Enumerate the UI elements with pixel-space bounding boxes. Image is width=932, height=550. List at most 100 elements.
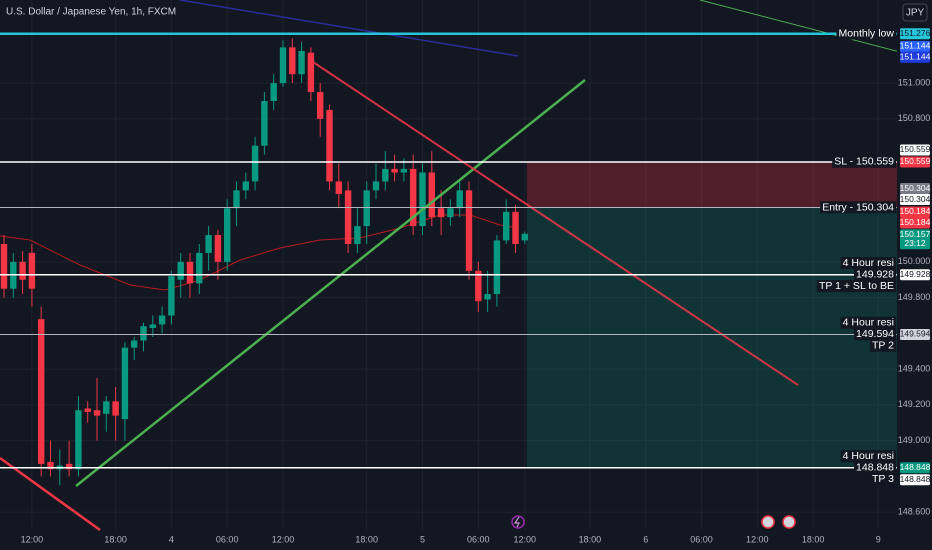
candle-body xyxy=(503,211,510,241)
candle-body xyxy=(38,319,45,464)
level-label-bg xyxy=(820,201,897,214)
x-tick-label: 06:00 xyxy=(690,534,713,544)
candle-body xyxy=(93,410,101,416)
candle-body xyxy=(512,211,519,244)
candle-body xyxy=(158,315,166,325)
price-badge xyxy=(900,194,930,206)
candle-body xyxy=(0,243,8,289)
candle-body xyxy=(419,172,426,227)
position-zones xyxy=(527,161,897,468)
level-label: TP 1 + SL to BE xyxy=(819,280,894,292)
price-badge xyxy=(900,28,930,40)
price-badge-label: 149.594 xyxy=(900,329,931,339)
x-tick-label: 18:00 xyxy=(355,534,378,544)
candle-body xyxy=(205,235,212,253)
event-icon[interactable] xyxy=(511,515,525,529)
x-tick-label: 12:00 xyxy=(21,534,44,544)
candle-body xyxy=(447,208,454,218)
candle-body xyxy=(47,462,54,470)
level-label: 4 Hour resi xyxy=(843,317,894,329)
candle-body xyxy=(168,276,175,316)
candle-body xyxy=(186,261,194,284)
candle-body xyxy=(65,463,73,470)
y-tick-label: 150.800 xyxy=(898,113,931,123)
support-trend-line xyxy=(75,79,586,487)
candle-body xyxy=(521,233,528,241)
chart-title: U.S. Dollar / Japanese Yen, 1h, FXCM xyxy=(6,7,176,18)
resistance-trend-line xyxy=(309,59,799,386)
candle-body xyxy=(400,168,408,173)
level-label-bg xyxy=(870,339,897,352)
y-tick-label: 151.000 xyxy=(898,77,931,87)
price-badge xyxy=(900,474,930,486)
level-label: SL - 150.559 xyxy=(834,156,894,168)
level-label: 148.848 xyxy=(856,462,894,474)
price-badge-label: 148.848 xyxy=(900,474,931,484)
candle-body xyxy=(456,190,463,209)
level-label: TP 2 xyxy=(872,340,894,352)
level-label: TP 3 xyxy=(872,473,894,485)
candle-body xyxy=(317,92,324,119)
event-flag[interactable] xyxy=(761,515,775,529)
trend-line xyxy=(0,456,101,532)
candle-body xyxy=(261,100,268,146)
event-flag[interactable] xyxy=(782,515,796,529)
currency-label[interactable]: JPY xyxy=(906,8,925,19)
candle-body xyxy=(112,401,119,416)
price-badge xyxy=(900,229,930,250)
candles xyxy=(0,38,528,486)
x-tick-label: 12:00 xyxy=(746,534,769,544)
price-badge-label: 151.144 xyxy=(900,41,931,51)
price-badge-label: 150.184 xyxy=(900,206,931,216)
candle-body xyxy=(437,208,445,218)
axis-labels: 151.000 150.800 150.000 149.800 149.400 149.2… xyxy=(21,28,931,544)
level-label: Monthly low xyxy=(839,28,895,40)
y-tick-label: 149.000 xyxy=(898,435,931,445)
reward-zone xyxy=(527,207,897,468)
candle-body xyxy=(344,190,352,244)
level-label: 149.594 xyxy=(856,328,894,340)
candle-body xyxy=(75,410,82,470)
candle-body xyxy=(131,340,138,348)
candle-body xyxy=(177,261,184,280)
candle-body xyxy=(465,190,473,271)
level-label-bg xyxy=(832,155,897,168)
candle-body xyxy=(428,172,435,218)
candle-body xyxy=(493,240,501,295)
price-badge xyxy=(900,183,930,195)
level-label-bg xyxy=(836,27,897,40)
level-label: Entry - 150.304 xyxy=(822,201,894,213)
level-label-bg xyxy=(854,328,897,341)
level-label-bg xyxy=(854,268,897,281)
x-tick-label: 6 xyxy=(643,534,648,544)
candle-body xyxy=(28,252,36,289)
price-badge-label: 150.559 xyxy=(900,144,931,154)
candle-body xyxy=(307,52,315,93)
x-tick-label: 18:00 xyxy=(802,534,825,544)
price-badge-label: 150.559 xyxy=(900,156,931,166)
candle-body xyxy=(484,294,491,300)
candle-body xyxy=(196,252,203,284)
x-tick-label: 12:00 xyxy=(272,534,295,544)
price-badge xyxy=(900,462,930,474)
price-badge-label: 148.848 xyxy=(900,462,931,472)
candle-body xyxy=(103,401,110,414)
price-badge xyxy=(900,144,930,156)
price-badge xyxy=(900,156,930,168)
candle-body xyxy=(149,324,156,329)
candle-body xyxy=(410,168,417,227)
x-tick-label: 12:00 xyxy=(514,534,537,544)
price-badge-label: 149.928 xyxy=(900,269,931,279)
y-tick-label: 149.400 xyxy=(898,363,931,373)
level-label-bg xyxy=(816,280,896,293)
candle-body xyxy=(298,50,305,75)
y-tick-label: 149.800 xyxy=(898,292,931,302)
candle-body xyxy=(326,109,333,182)
candle-body xyxy=(279,47,287,84)
currency-button[interactable] xyxy=(902,3,928,22)
price-badge-label: 150.184 xyxy=(900,217,931,227)
event-icon-bolt xyxy=(513,516,520,528)
candle-body xyxy=(224,208,231,262)
candle-body xyxy=(475,270,482,302)
